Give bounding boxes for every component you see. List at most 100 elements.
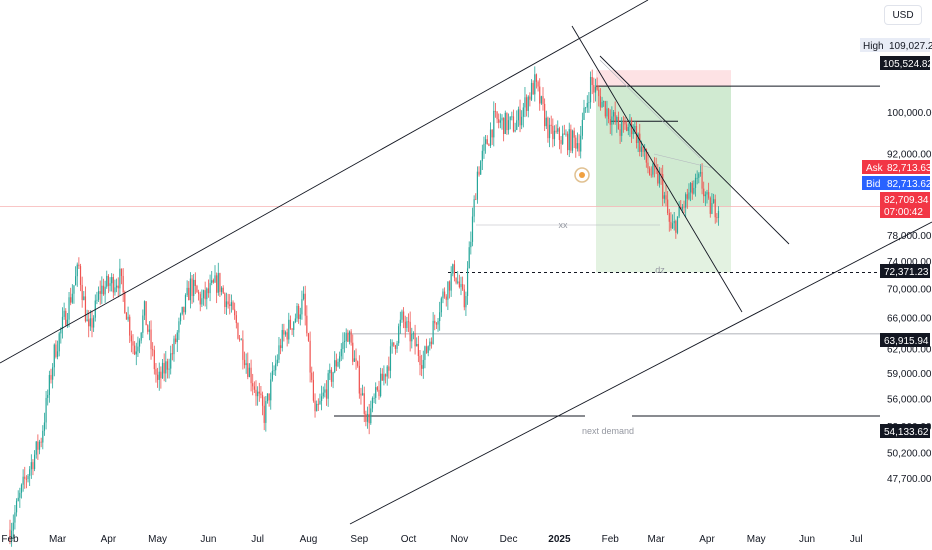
time-scale[interactable]: Feb Mar Apr May Jun Jul Aug Sep Oct Nov Dec 2025 Feb… (1, 534, 862, 545)
candle (317, 398, 319, 412)
candle (47, 389, 49, 406)
candle (581, 112, 583, 140)
candle (135, 342, 137, 366)
candle (614, 101, 616, 125)
candle (166, 358, 169, 379)
candle-body (45, 397, 47, 423)
candle (211, 270, 213, 286)
candle-body (353, 358, 355, 362)
dz-level-tag: 72,371.23 (880, 264, 930, 278)
candle (437, 318, 439, 332)
candle-body (601, 101, 603, 108)
candle (288, 312, 290, 344)
candle-body (135, 351, 137, 355)
candle (352, 334, 354, 366)
candle (127, 306, 129, 322)
candle-body (417, 344, 419, 356)
candle (83, 291, 85, 301)
candle-body (250, 367, 252, 384)
candle-body (188, 287, 190, 301)
candle (239, 334, 241, 342)
candle-body (383, 374, 385, 381)
candle (417, 335, 419, 363)
time-tick-label: Dec (500, 534, 518, 545)
price-tick-label: 74,000.00 (887, 257, 932, 268)
candle (435, 321, 437, 329)
candle (622, 115, 624, 133)
candle-body (642, 146, 644, 152)
candle (321, 385, 323, 411)
candle-body (73, 285, 75, 294)
candle (503, 117, 505, 142)
candle-body (494, 110, 497, 112)
candle-body (712, 199, 715, 204)
candle (380, 367, 382, 398)
candle (416, 337, 418, 347)
candle-body (311, 372, 313, 380)
candle (286, 328, 288, 347)
candle (668, 208, 670, 232)
candlestick-series (9, 66, 720, 547)
candle (122, 268, 124, 302)
time-tick-label: Jun (799, 534, 815, 545)
candle (283, 323, 285, 342)
candle-body (219, 273, 221, 292)
candle (412, 331, 415, 340)
candle-body (683, 206, 685, 208)
candle (693, 180, 695, 195)
candle (309, 331, 311, 383)
candle-body (439, 312, 441, 322)
candle-body (662, 174, 664, 199)
candle-body (181, 306, 183, 314)
candle-body (116, 285, 118, 288)
candle-body (340, 348, 342, 357)
candle-body (396, 343, 398, 349)
candle-body (694, 177, 697, 188)
bid-value: 82,713.62 (887, 179, 932, 190)
candle (53, 343, 55, 377)
candle (406, 316, 408, 332)
candle-body (435, 323, 437, 325)
candle (229, 293, 231, 315)
candle (261, 391, 264, 416)
candle (657, 164, 659, 186)
candle-body (15, 500, 18, 513)
candle (179, 312, 182, 325)
candle (516, 110, 518, 131)
candle (86, 309, 88, 322)
candle (198, 289, 200, 301)
candle-body (425, 346, 428, 353)
candle (132, 334, 134, 355)
candle (148, 321, 150, 341)
candle (647, 152, 649, 174)
candle (609, 109, 611, 134)
candle-body (571, 130, 574, 151)
candle (529, 92, 531, 107)
candle (112, 273, 114, 299)
candle-body (304, 293, 306, 316)
candle-body (450, 273, 452, 291)
candle (240, 338, 242, 341)
currency-button[interactable]: USD (884, 5, 922, 25)
candle-body (298, 305, 300, 320)
candle-body (460, 284, 462, 288)
candle-body (414, 333, 416, 347)
candle (548, 117, 551, 148)
candle-body (284, 332, 287, 335)
candle (624, 117, 626, 130)
candle-body (466, 268, 469, 297)
candle (425, 338, 428, 354)
candle-body (220, 287, 223, 292)
candle-body (516, 120, 518, 130)
candle (603, 100, 605, 107)
candle (530, 79, 533, 101)
candle (376, 386, 378, 392)
candle (547, 116, 549, 143)
candle (448, 280, 451, 299)
candle (120, 268, 123, 285)
candle-body (540, 96, 542, 104)
candle-body (381, 373, 383, 381)
candle (463, 284, 465, 311)
candle (567, 131, 569, 156)
